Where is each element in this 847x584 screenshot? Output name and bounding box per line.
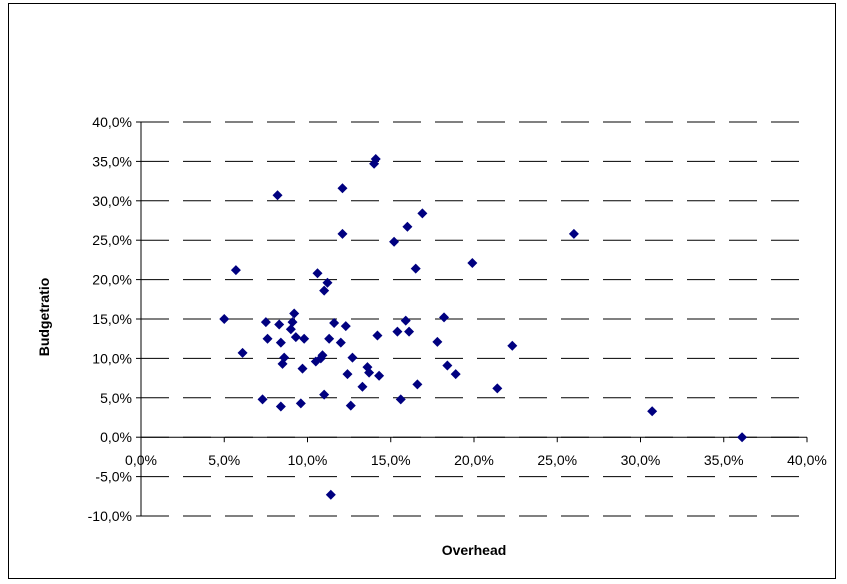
data-point [370,154,381,165]
data-point [417,208,428,219]
data-point [257,394,268,405]
data-point [507,340,518,351]
data-point [329,317,340,328]
x-tick-label: 0,0% [125,452,157,468]
y-tick-label: 35,0% [92,153,132,169]
data-point [290,332,301,343]
data-point [337,183,348,194]
data-point [342,369,353,380]
data-point [322,277,333,288]
y-axis-title: Budgetratio [36,278,52,357]
data-point [317,350,328,361]
data-point [568,228,579,239]
data-point [404,326,415,337]
y-tick-label: 30,0% [92,193,132,209]
data-point [402,221,413,232]
x-tick-label: 15,0% [371,452,411,468]
data-point [274,319,285,330]
x-tick-label: 35,0% [704,452,744,468]
data-point [319,389,330,400]
data-point [337,228,348,239]
data-point [297,363,308,374]
data-point [335,337,346,348]
data-point [467,258,478,269]
x-tick-label: 20,0% [454,452,494,468]
data-point [439,312,450,323]
chart-area [8,3,836,579]
data-point [492,383,503,394]
data-point [374,370,385,381]
data-point [319,285,330,296]
data-point [400,315,411,326]
x-tick-label: 5,0% [208,452,240,468]
data-point [347,352,358,363]
y-tick-label: 40,0% [92,114,132,130]
data-point [410,263,421,274]
data-point [287,317,298,328]
data-point [285,324,296,335]
data-point [295,398,306,409]
data-point [364,367,375,378]
data-point [395,394,406,405]
x-tick-label: 25,0% [537,452,577,468]
x-tick-label: 10,0% [288,452,328,468]
data-point [262,333,273,344]
x-tick-label: 30,0% [621,452,661,468]
data-point [432,336,443,347]
data-point [237,347,248,358]
y-tick-label: 20,0% [92,272,132,288]
data-point [442,360,453,371]
data-point [275,401,286,412]
data-point [345,400,356,411]
data-point [324,333,335,344]
data-point [412,379,423,390]
data-point [272,190,283,201]
data-point [289,308,300,319]
y-tick-label: 5,0% [100,390,132,406]
y-tick-label: 15,0% [92,311,132,327]
data-point [737,432,748,443]
data-points [219,154,748,500]
y-tick-label: -5,0% [95,469,132,485]
data-point [450,369,461,380]
data-point [357,381,368,392]
data-point [340,321,351,332]
x-tick-labels: 0,0% 5,0% 10,0% 15,0% 20,0% 25,0% 30,0% 35,0% 40… [125,452,827,468]
data-point [230,265,241,276]
data-point [392,326,403,337]
data-point [260,317,271,328]
data-point [299,333,310,344]
y-tick-label: 0,0% [100,429,132,445]
data-point [219,314,230,324]
y-tick-label: -10,0% [88,508,132,524]
data-point [647,406,658,417]
data-point [325,489,336,500]
x-axis-title: Overhead [442,542,507,558]
y-tick-label: 25,0% [92,232,132,248]
y-tick-label: 10,0% [92,350,132,366]
data-point [312,268,323,279]
data-point [275,337,286,348]
data-point [389,236,400,247]
data-point [279,352,290,363]
data-point [372,330,383,341]
x-tick-label: 40,0% [787,452,827,468]
axes [136,121,808,517]
y-tick-labels: -10,0% -5,0% 0,0% 5,0% 10,0% 15,0% 20,0% 25,0% 3… [88,114,132,524]
